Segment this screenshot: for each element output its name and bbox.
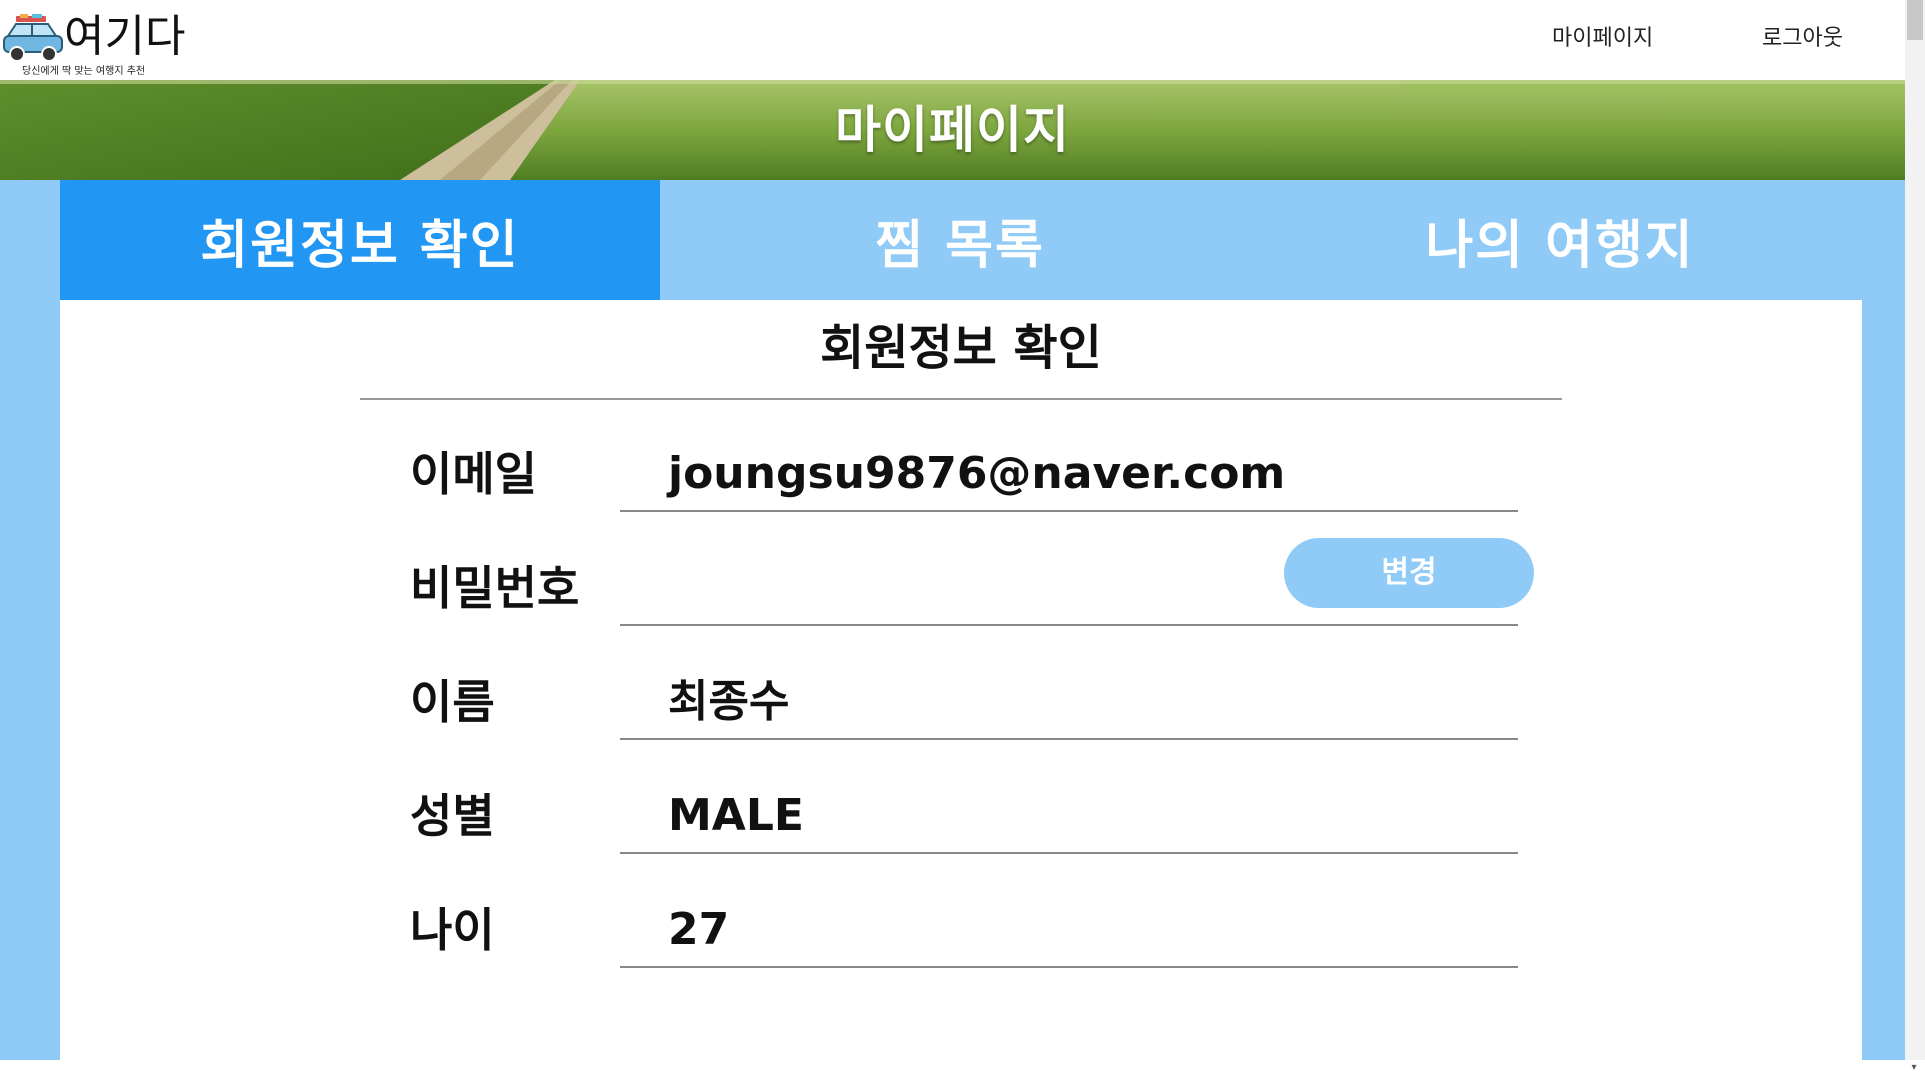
- tab-my-destinations[interactable]: 나의 여행지: [1260, 180, 1860, 300]
- gender-value: MALE: [668, 790, 804, 841]
- scrollbar-thumb[interactable]: [1907, 0, 1923, 40]
- age-value: 27: [668, 904, 730, 955]
- email-row: 이메일 joungsu9876@naver.com: [60, 430, 1862, 520]
- field-banner-image: [0, 80, 1905, 180]
- mypage-tabs: 회원정보 확인 찜 목록 나의 여행지: [60, 180, 1860, 300]
- name-value: 최종수: [668, 676, 790, 727]
- password-row: 비밀번호 변경: [60, 538, 1862, 634]
- logo-title: 여기다: [64, 12, 186, 61]
- bottom-strip: [0, 1060, 1905, 1076]
- gender-row: 성별 MALE: [60, 772, 1862, 862]
- nav-mypage-link[interactable]: 마이페이지: [1552, 26, 1654, 51]
- top-header: 여기다 당신에게 딱 맞는 여행지 추천 마이페이지 로그아웃: [0, 0, 1905, 80]
- email-field: joungsu9876@naver.com: [620, 436, 1518, 512]
- email-value: joungsu9876@naver.com: [668, 448, 1286, 499]
- logo-subtitle: 당신에게 딱 맞는 여행지 추천: [22, 66, 146, 77]
- password-label: 비밀번호: [410, 561, 580, 615]
- age-field: 27: [620, 892, 1518, 968]
- title-divider: [360, 398, 1562, 400]
- page-banner: 마이페이지: [0, 80, 1905, 180]
- email-label: 이메일: [410, 447, 537, 501]
- name-row: 이름 최종수: [60, 658, 1862, 748]
- password-field: [620, 550, 1518, 626]
- name-field: 최종수: [620, 664, 1518, 740]
- nav-logout-link[interactable]: 로그아웃: [1762, 26, 1843, 51]
- banner-title: 마이페이지: [835, 101, 1070, 159]
- vertical-scrollbar[interactable]: [1905, 0, 1925, 1060]
- name-label: 이름: [410, 675, 495, 729]
- age-row: 나이 27: [60, 886, 1862, 976]
- tab-wishlist[interactable]: 찜 목록: [660, 180, 1260, 300]
- section-title: 회원정보 확인: [820, 320, 1102, 376]
- scroll-down-arrow-icon[interactable]: ▾: [1911, 1062, 1917, 1073]
- tab-member-info[interactable]: 회원정보 확인: [60, 180, 660, 300]
- member-info-panel: 회원정보 확인 이메일 joungsu9876@naver.com 비밀번호 변…: [60, 300, 1862, 1060]
- age-label: 나이: [410, 903, 495, 957]
- gender-label: 성별: [410, 789, 495, 843]
- change-password-button[interactable]: 변경: [1284, 538, 1534, 608]
- car-icon: [3, 14, 63, 62]
- gender-field: MALE: [620, 778, 1518, 854]
- site-logo[interactable]: 여기다 당신에게 딱 맞는 여행지 추천: [2, 12, 202, 77]
